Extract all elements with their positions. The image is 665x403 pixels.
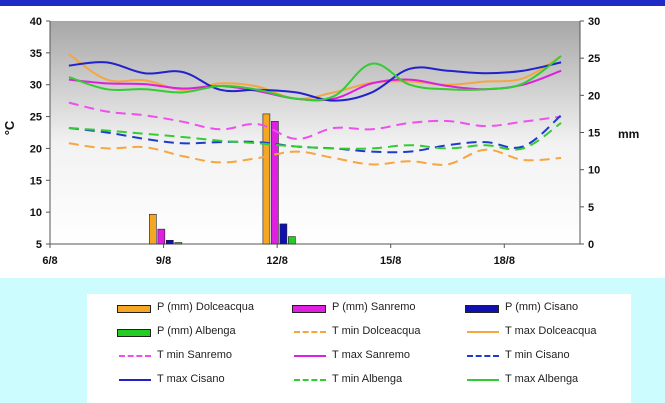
chart: 5 10 15 20 25 30 35 40 0 5 10 15 20 25 30 6/8 9/8 12/8 15/… [2,16,639,267]
legend-item: T max Albenga [465,370,578,388]
legend-swatch [465,300,501,314]
bar [271,121,279,245]
legend-label: T max Albenga [505,373,579,385]
precipitation-bars [149,113,296,245]
y-tick-label-right: 20 [588,90,600,102]
legend-swatch [292,372,328,386]
y-tick-label-left: 30 [30,80,42,92]
legend-swatch [465,372,501,386]
legend-swatch [117,348,153,362]
y-axis-left-label: °C [2,120,17,135]
legend-swatch [117,300,153,314]
legend-swatch [292,300,328,314]
legend-label: T max Cisano [157,373,225,385]
x-tick-label: 18/8 [494,255,515,267]
legend: P (mm) Dolceacqua P (mm) Sanremo P (mm) Ci… [87,294,631,403]
legend-label: P (mm) Dolceacqua [157,301,254,313]
legend-label: T min Cisano [505,349,570,361]
legend-swatch [292,348,328,362]
bar [288,236,296,245]
bar [174,242,183,245]
bar [166,239,174,245]
bar [279,223,288,245]
legend-label: T min Sanremo [157,349,232,361]
top-border-bar [0,0,665,6]
plot-area [50,21,580,244]
y-tick-label-right: 25 [588,53,600,65]
series-line [68,61,562,102]
y-tick-label-left: 35 [30,48,42,60]
y-tick-label-right: 0 [588,239,594,251]
legend-item: T max Dolceacqua [465,322,597,340]
legend-swatch [292,324,328,338]
legend-item: T min Albenga [292,370,402,388]
y-tick-label-left: 15 [30,175,42,187]
y-tick-label-left: 10 [30,207,42,219]
axes [46,20,584,248]
x-tick-label: 15/8 [380,255,401,267]
legend-label: T max Sanremo [332,349,411,361]
legend-swatch [117,324,153,338]
series-line [68,122,562,151]
legend-item: T min Cisano [465,346,570,364]
legend-item: P (mm) Albenga [117,322,236,340]
legend-item: T min Sanremo [117,346,232,364]
y-axis-right-label: mm [618,127,639,141]
y-tick-label-right: 30 [588,16,600,28]
y-tick-label-right: 10 [588,165,600,177]
legend-item: T max Cisano [117,370,225,388]
y-tick-label-right: 15 [588,128,600,140]
bar [157,228,166,245]
temperature-lines [68,53,562,166]
legend-item: P (mm) Cisano [465,298,578,316]
y-tick-label-left: 40 [30,16,42,28]
series-line [68,142,562,166]
legend-swatch [465,348,501,362]
bar [262,113,271,245]
legend-label: T min Albenga [332,373,403,385]
legend-background: P (mm) Dolceacqua P (mm) Sanremo P (mm) Ci… [0,278,665,403]
legend-label: T min Dolceacqua [332,325,421,337]
tick-labels: 5 10 15 20 25 30 35 40 0 5 10 15 20 25 30 6/8 9/8 12/8 15/… [30,16,601,267]
legend-swatch [117,372,153,386]
y-tick-label-left: 20 [30,143,42,155]
legend-label: P (mm) Cisano [505,301,579,313]
x-tick-label: 12/8 [266,255,287,267]
x-tick-label: 9/8 [156,255,171,267]
legend-label: P (mm) Sanremo [332,301,416,313]
legend-item: P (mm) Sanremo [292,298,416,316]
y-tick-label-left: 5 [36,239,42,251]
bar [149,213,157,245]
series-line [68,55,562,102]
legend-swatch [465,324,501,338]
legend-label: P (mm) Albenga [157,325,236,337]
y-tick-label-left: 25 [30,112,42,124]
series-line [68,101,562,140]
y-tick-label-right: 5 [588,202,594,214]
legend-item: P (mm) Dolceacqua [117,298,254,316]
legend-item: T max Sanremo [292,346,410,364]
legend-label: T max Dolceacqua [505,325,597,337]
legend-item: T min Dolceacqua [292,322,420,340]
x-tick-label: 6/8 [42,255,57,267]
